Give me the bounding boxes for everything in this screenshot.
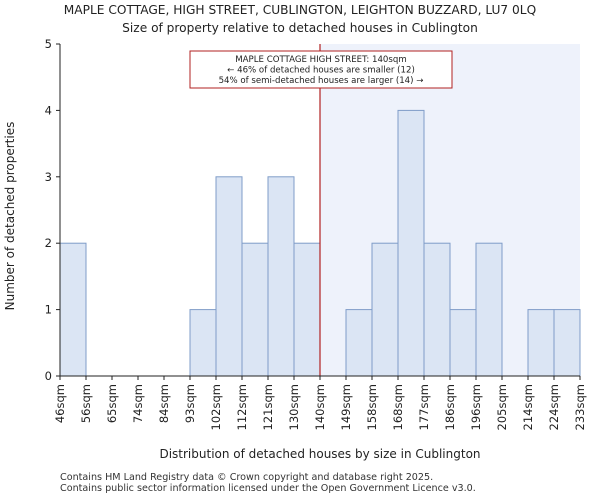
x-tick-label: 214sqm [521,384,535,430]
chart-title-block: MAPLE COTTAGE, HIGH STREET, CUBLINGTON, … [0,1,600,37]
bar-224sqm [553,309,581,377]
annotation-box: MAPLE COTTAGE HIGH STREET: 140sqm ← 46% … [189,50,453,89]
bar-130sqm [293,242,321,377]
x-tick-label: 186sqm [443,384,457,430]
bars-group [59,109,581,377]
x-tick-label: 56sqm [79,384,93,423]
x-ticks-group: 46sqm 56sqm 65sqm 74sqm 84sqm 93sqm 102sqm 112s… [53,376,587,430]
annotation-border [189,50,453,89]
x-tick-label: 158sqm [365,384,379,430]
histogram-chart: 0 1 2 3 4 5 46sqm 56sqm 65sqm 74sqm 84sqm 93sqm 102… [3,37,587,461]
bar-121sqm [267,176,295,377]
bar-196sqm [475,242,503,377]
x-tick-label: 46sqm [53,384,67,423]
y-tick-label: 2 [45,236,52,250]
y-ticks-group: 0 1 2 3 4 5 [45,37,60,383]
bar-158sqm [371,242,399,377]
annotation-line-1: MAPLE COTTAGE HIGH STREET: 140sqm [235,55,406,65]
bar-149sqm [345,309,373,377]
x-tick-label: 121sqm [261,384,275,430]
footer-line-2: Contains public sector information licen… [60,483,476,494]
x-tick-label: 224sqm [547,384,561,430]
y-tick-label: 1 [45,303,52,317]
x-tick-label: 177sqm [417,384,431,430]
x-tick-label: 196sqm [469,384,483,430]
bar-102sqm [215,176,243,377]
x-tick-label: 93sqm [183,384,197,423]
y-tick-label: 4 [45,103,52,117]
x-tick-label: 74sqm [131,384,145,423]
y-axis-label: Number of detached properties [3,122,17,311]
x-tick-label: 112sqm [235,384,249,430]
footer-line-1: Contains HM Land Registry data © Crown c… [60,472,434,483]
chart-title: MAPLE COTTAGE, HIGH STREET, CUBLINGTON, … [63,3,537,17]
annotation-line-3: 54% of semi-detached houses are larger (… [219,76,424,86]
x-axis-label: Distribution of detached houses by size … [159,447,480,461]
x-tick-label: 140sqm [313,384,327,430]
x-tick-label: 130sqm [287,384,301,430]
bar-186sqm [449,309,477,377]
x-tick-label: 65sqm [105,384,119,423]
chart-subtitle: Size of property relative to detached ho… [122,21,478,35]
x-tick-label: 102sqm [209,384,223,430]
bar-214sqm [527,309,555,377]
y-tick-label: 3 [45,170,52,184]
bar-177sqm [423,242,451,377]
x-tick-label: 233sqm [573,384,587,430]
x-tick-label: 205sqm [495,384,509,430]
x-tick-label: 84sqm [157,384,171,423]
bar-112sqm [241,242,269,377]
bar-168sqm [397,109,425,377]
y-tick-label: 0 [45,369,52,383]
annotation-line-2: ← 46% of detached houses are smaller (12… [227,66,415,76]
x-tick-label: 168sqm [391,384,405,430]
bar-93sqm [189,309,217,377]
x-tick-label: 149sqm [339,384,353,430]
bar-46sqm [59,242,87,377]
footer: Contains HM Land Registry data © Crown c… [60,472,476,494]
y-tick-label: 5 [45,37,52,51]
